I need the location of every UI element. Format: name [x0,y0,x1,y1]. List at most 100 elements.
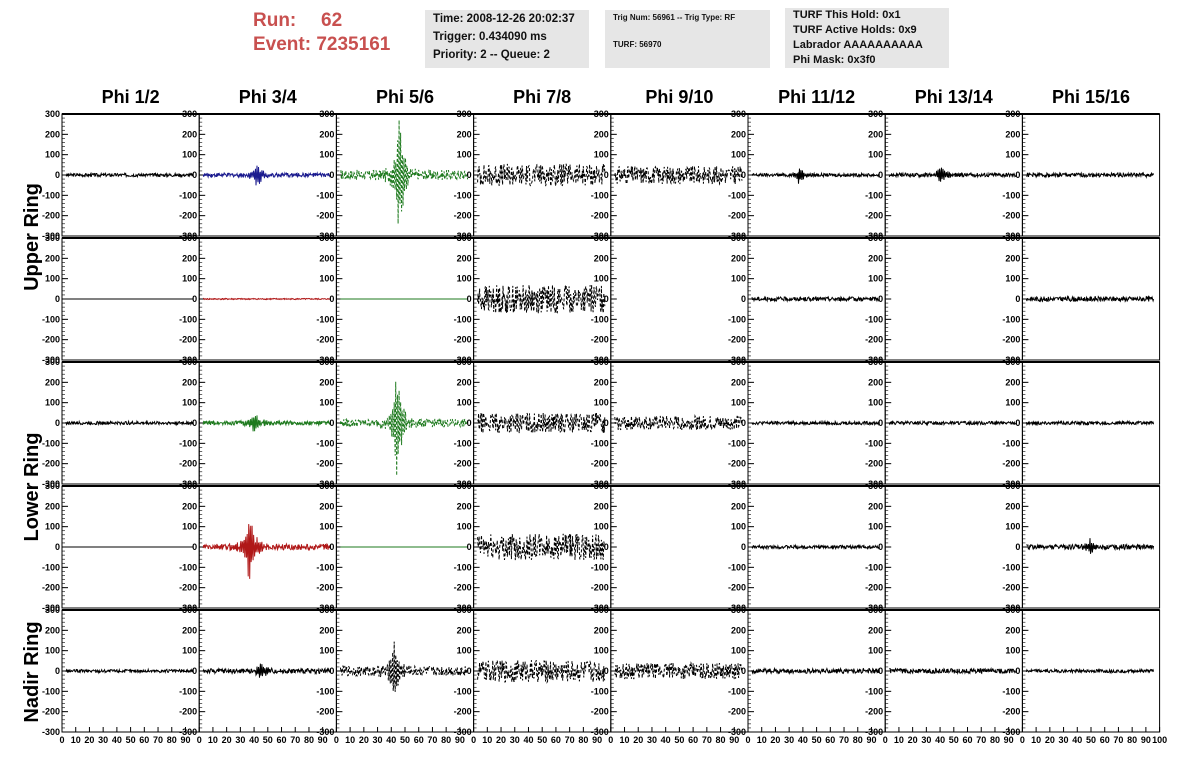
y-tick-label: -100 [865,190,883,200]
y-tick-label: 100 [45,398,60,408]
y-tick-label: 100 [1005,398,1020,408]
waveform-series [339,641,469,692]
x-tick-label: 60 [963,735,973,745]
y-tick-label: -200 [179,335,197,345]
event-value: 7235161 [316,34,391,55]
y-tick-label: -100 [591,314,609,324]
x-tick-label: 30 [784,735,794,745]
y-tick-label: -200 [179,211,197,221]
y-tick-label: -200 [865,335,883,345]
y-tick-label: -100 [179,686,197,696]
y-tick-label: 200 [731,253,746,263]
x-tick-label: 0 [197,735,202,745]
y-tick-label: 0 [878,294,883,304]
y-tick-label: -300 [316,727,334,737]
x-tick-label: 40 [112,735,122,745]
y-tick-label: 100 [1005,274,1020,284]
x-tick-label: 100 [1152,735,1167,745]
y-tick-label: 0 [878,418,883,428]
y-tick-label: -100 [591,438,609,448]
waveform-series [889,666,1017,676]
y-tick-label: 0 [467,170,472,180]
y-tick-label: 0 [329,294,334,304]
y-tick-label: 100 [868,522,883,532]
y-tick-label: -200 [1002,335,1020,345]
y-tick-label: 0 [878,542,883,552]
y-tick-label: -300 [865,355,883,365]
y-tick-label: -100 [179,438,197,448]
x-tick-label: 30 [921,735,931,745]
y-tick-label: 0 [329,542,334,552]
x-tick-label: 90 [455,735,465,745]
waveform-series [202,524,331,579]
x-tick-label: 20 [359,735,369,745]
y-tick-label: 200 [868,129,883,139]
y-tick-label: 0 [192,542,197,552]
x-tick-label: 40 [661,735,671,745]
y-tick-label: 100 [457,398,472,408]
y-tick-label: 0 [1015,418,1020,428]
x-tick-label: 70 [839,735,849,745]
row-header: Nadir Ring [21,621,43,722]
y-tick-label: 200 [731,501,746,511]
x-tick-label: 90 [180,735,190,745]
y-tick-label: -100 [42,438,60,448]
waveform-series [1025,667,1155,675]
y-tick-label: 200 [182,625,197,635]
y-tick-label: -200 [865,211,883,221]
y-tick-label: 100 [45,274,60,284]
x-tick-label: 20 [908,735,918,745]
y-tick-label: -100 [316,190,334,200]
row-header: Upper Ring [21,183,43,291]
y-tick-label: 100 [1005,150,1020,160]
y-tick-label: 0 [604,170,609,180]
x-tick-label: 20 [496,735,506,745]
waveform-series [202,165,331,186]
y-tick-label: -300 [865,479,883,489]
y-tick-label: -300 [454,355,472,365]
y-tick-label: 0 [329,170,334,180]
x-tick-label: 60 [414,735,424,745]
waveform-series [202,415,331,432]
y-tick-label: -200 [728,583,746,593]
y-tick-label: -200 [1002,707,1020,717]
x-tick-label: 0 [59,735,64,745]
y-tick-label: -200 [316,211,334,221]
x-tick-label: 50 [263,735,273,745]
x-tick-label: 20 [222,735,232,745]
x-tick-label: 10 [71,735,81,745]
x-tick-label: 30 [235,735,245,745]
x-tick-label: 10 [1031,735,1041,745]
x-tick-label: 90 [729,735,739,745]
y-tick-label: 200 [182,501,197,511]
x-tick-label: 40 [935,735,945,745]
y-tick-label: -300 [1002,355,1020,365]
y-tick-label: -200 [865,459,883,469]
y-tick-label: 0 [604,294,609,304]
y-tick-label: -100 [316,438,334,448]
y-tick-label: 0 [604,666,609,676]
y-tick-label: -200 [728,707,746,717]
x-tick-label: 80 [304,735,314,745]
y-tick-label: 100 [594,646,609,656]
y-tick-label: -100 [591,190,609,200]
y-tick-label: -300 [865,727,883,737]
y-tick-label: 0 [878,666,883,676]
y-tick-label: 0 [467,294,472,304]
y-tick-label: 100 [457,522,472,532]
y-tick-label: 200 [319,377,334,387]
x-tick-label: 30 [98,735,108,745]
x-tick-label: 80 [716,735,726,745]
y-tick-label: -300 [316,231,334,241]
x-tick-label: 70 [290,735,300,745]
y-tick-label: -200 [591,707,609,717]
y-tick-label: -100 [728,438,746,448]
y-tick-label: -100 [42,686,60,696]
y-tick-label: -100 [865,314,883,324]
y-tick-label: -200 [316,707,334,717]
waveform-series [751,666,880,676]
y-tick-label: -200 [179,707,197,717]
x-tick-label: 70 [565,735,575,745]
y-tick-label: 100 [182,274,197,284]
